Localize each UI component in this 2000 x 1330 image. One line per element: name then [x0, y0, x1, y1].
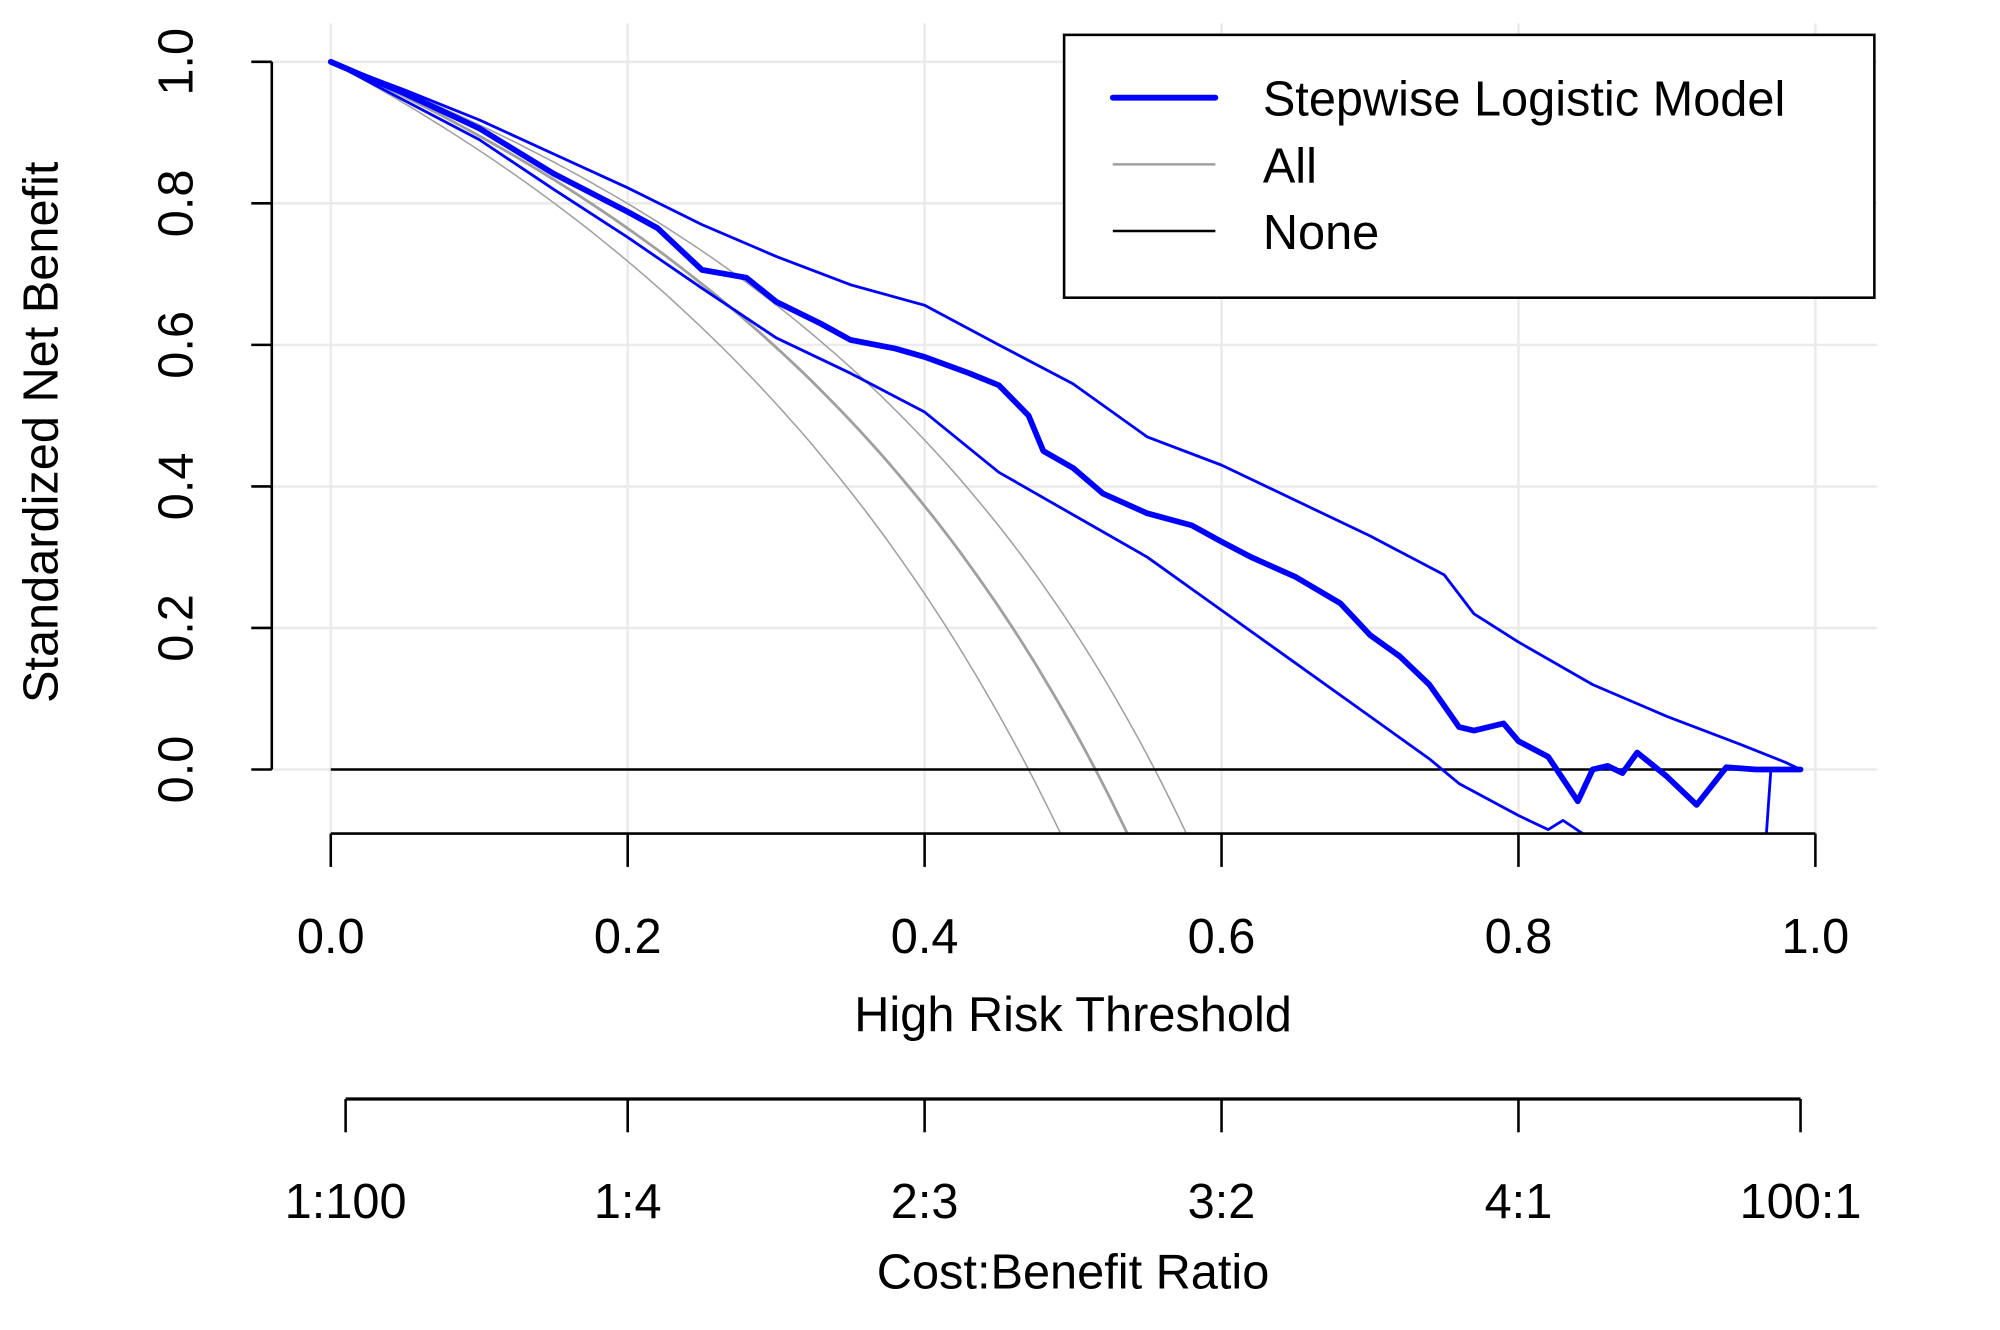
secondary-tick-label: 100:1	[1740, 1175, 1862, 1229]
x-tick-label: 0.0	[297, 910, 365, 964]
x-tick-label: 1.0	[1782, 910, 1850, 964]
x-tick-label: 0.4	[891, 910, 959, 964]
y-tick-label: 0.6	[149, 311, 203, 379]
series-stepwise-logistic-model	[327, 58, 1804, 808]
legend-label-none: None	[1263, 206, 1379, 260]
legend-label-all: All	[1263, 139, 1317, 193]
x-tick-label: 0.8	[1485, 910, 1553, 964]
series-stepwise-logistic-model-upper	[329, 60, 1802, 771]
curves	[327, 58, 1804, 834]
x-tick-label: 0.6	[1188, 910, 1256, 964]
y-tick-label: 0.4	[149, 453, 203, 521]
x-axis-label: High Risk Threshold	[854, 988, 1292, 1042]
legend-box	[1062, 33, 1876, 299]
legend-label-model: Stepwise Logistic Model	[1263, 73, 1785, 127]
secondary-tick-label: 4:1	[1485, 1175, 1553, 1229]
y-tick-label: 0.0	[149, 736, 203, 804]
y-tick-label: 1.0	[149, 28, 203, 96]
x-tick-label: 0.2	[594, 910, 662, 964]
y-tick-label: 0.8	[149, 169, 203, 237]
secondary-tick-label: 1:100	[285, 1175, 407, 1229]
y-tick-label: 0.2	[149, 594, 203, 662]
series-stepwise-logistic-model-lower	[329, 60, 1802, 834]
series-all	[330, 60, 1129, 834]
secondary-tick-label: 1:4	[594, 1175, 662, 1229]
y-axis-label: Standardized Net Benefit	[15, 161, 69, 703]
secondary-tick-label: 3:2	[1188, 1175, 1256, 1229]
legend: Stepwise Logistic Model All None	[1062, 33, 1876, 299]
secondary-axis-label: Cost:Benefit Ratio	[877, 1246, 1270, 1300]
series-all-upper	[330, 61, 1188, 834]
secondary-tick-label: 2:3	[891, 1175, 959, 1229]
series-all-lower	[330, 61, 1062, 834]
axes: 0.0 0.2 0.4 0.6 0.8 1.0 0.0 0.2 0.4 0.6 0.8 1.0 1:10…	[149, 28, 1861, 1229]
